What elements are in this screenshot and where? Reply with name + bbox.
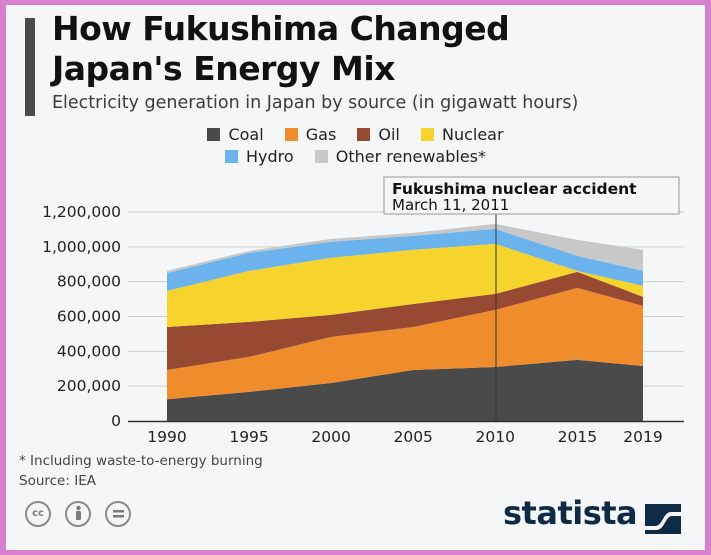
y-axis-labels: 0 200,000 400,000 600,000 800,000 1,000,000 1,… (42, 203, 121, 430)
x-axis-labels: 1990 1995 2000 2005 2010 2015 2019 (147, 428, 662, 446)
x-tick-label: 1995 (229, 428, 268, 446)
statista-logo-mark-icon (645, 504, 681, 534)
chart-title: How Fukushima Changed Japan's Energy Mix (52, 9, 510, 89)
annotation-line-1: Fukushima nuclear accident (392, 180, 637, 198)
title-accent-bar (25, 18, 35, 116)
legend-row-1: Coal Gas Oil Nuclear (0, 124, 711, 146)
legend: Coal Gas Oil Nuclear Hydro Other renewab… (0, 124, 711, 168)
x-tick-label: 2019 (623, 428, 662, 446)
title-line-2: Japan's Energy Mix (52, 49, 395, 88)
x-tick-label: 2015 (558, 428, 597, 446)
swatch-coal (207, 128, 221, 141)
swatch-nuclear (420, 128, 434, 141)
footnote: * Including waste-to-energy burning (19, 453, 263, 469)
x-tick-label: 1990 (147, 428, 186, 446)
area-nuclear (167, 243, 643, 327)
y-tick-label: 800,000 (57, 273, 121, 291)
x-tick-label: 2000 (311, 428, 350, 446)
swatch-hydro (224, 150, 238, 163)
legend-item-oil: Oil (357, 124, 400, 146)
area-gas (167, 287, 643, 400)
annotation-box (383, 176, 680, 215)
chart-subtitle: Electricity generation in Japan by sourc… (52, 93, 579, 113)
title-line-1: How Fukushima Changed (52, 9, 510, 48)
y-tick-label: 1,000,000 (42, 238, 121, 256)
legend-item-gas: Gas (284, 124, 336, 146)
annotation-line-2: March 11, 2011 (392, 196, 509, 214)
swatch-oil (357, 128, 371, 141)
attribution-icon[interactable] (65, 501, 91, 527)
x-tick-label: 2005 (393, 428, 432, 446)
area-coal (167, 359, 643, 421)
y-tick-label: 600,000 (57, 308, 121, 326)
y-tick-label: 1,200,000 (42, 203, 121, 221)
y-tick-label: 0 (111, 412, 121, 430)
no-derivatives-icon[interactable] (105, 501, 131, 527)
legend-row-2: Hydro Other renewables* (0, 146, 711, 168)
swatch-other-renewables (314, 150, 328, 163)
source-note: Source: IEA (19, 473, 96, 489)
x-tick-label: 2010 (476, 428, 515, 446)
y-tick-label: 400,000 (57, 342, 121, 360)
area-other-renewables (167, 223, 643, 273)
legend-item-hydro: Hydro (224, 146, 294, 168)
cc-icon[interactable]: cc (25, 501, 51, 527)
swatch-gas (284, 128, 298, 141)
area-oil (167, 271, 643, 370)
y-tick-label: 200,000 (57, 377, 121, 395)
area-series (167, 223, 643, 421)
legend-item-nuclear: Nuclear (420, 124, 504, 146)
statista-logo-text[interactable]: statista (503, 494, 638, 532)
legend-item-other-renewables: Other renewables* (314, 146, 486, 168)
legend-item-coal: Coal (207, 124, 264, 146)
area-hydro (167, 228, 643, 291)
